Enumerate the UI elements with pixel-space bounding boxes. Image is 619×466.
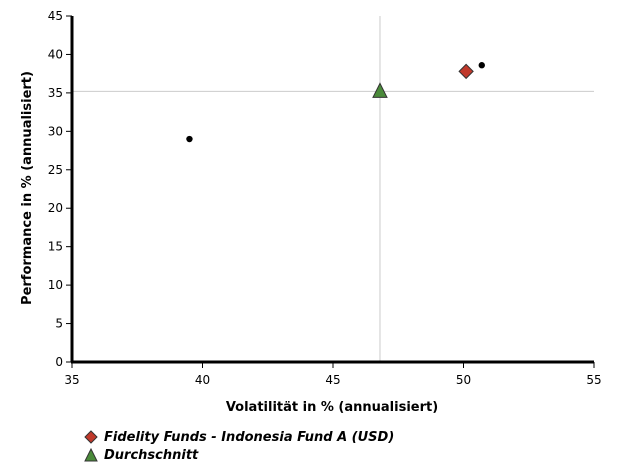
crosshair-lines xyxy=(72,16,594,362)
data-point-peer xyxy=(478,62,485,69)
y-tick-label: 40 xyxy=(48,47,63,61)
y-tick-label: 15 xyxy=(48,240,63,254)
data-point-fund xyxy=(458,63,474,80)
y-tick-label: 35 xyxy=(48,86,63,100)
data-point-peer xyxy=(186,135,193,143)
x-tick-label: 50 xyxy=(456,373,471,387)
x-tick-label: 35 xyxy=(64,373,79,387)
y-tick-label: 25 xyxy=(48,163,63,177)
data-point-average xyxy=(372,82,388,98)
y-axis-ticks: 0 5 10 15 20 25 30 35 40 45 xyxy=(48,9,72,369)
legend-label-average: Durchschnitt xyxy=(104,447,199,463)
x-tick-label: 45 xyxy=(325,373,340,387)
y-tick-label: 20 xyxy=(48,201,63,215)
triangle-icon xyxy=(84,448,98,462)
x-tick-label: 55 xyxy=(586,373,601,387)
legend-item-fund: Fidelity Funds - Indonesia Fund A (USD) xyxy=(84,428,394,446)
diamond-icon xyxy=(84,430,98,444)
x-axis-ticks: 35 40 45 50 55 xyxy=(64,362,602,387)
axes xyxy=(70,16,594,364)
legend: Fidelity Funds - Indonesia Fund A (USD) … xyxy=(84,428,394,464)
y-tick-label: 30 xyxy=(48,124,63,138)
y-tick-label: 0 xyxy=(55,355,63,369)
data-points xyxy=(186,62,485,143)
legend-label-fund: Fidelity Funds - Indonesia Fund A (USD) xyxy=(104,429,395,445)
x-axis-title: Volatilität in % (annualisiert) xyxy=(226,400,438,415)
y-tick-label: 5 xyxy=(55,317,63,331)
y-axis-title: Performance in % (annualisiert) xyxy=(20,71,35,305)
legend-item-average: Durchschnitt xyxy=(84,446,394,464)
y-tick-label: 45 xyxy=(48,9,63,23)
y-tick-label: 10 xyxy=(48,278,63,292)
x-tick-label: 40 xyxy=(195,373,210,387)
